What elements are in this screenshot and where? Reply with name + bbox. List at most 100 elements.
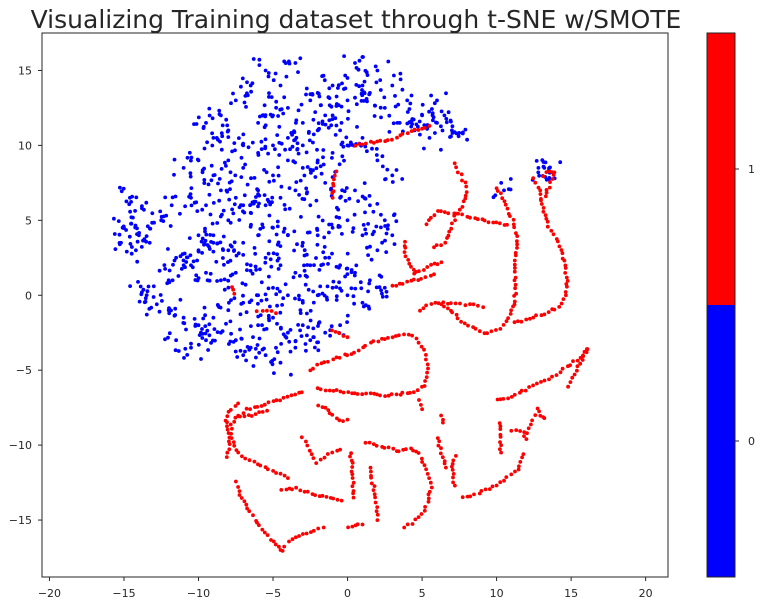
point-class-1 xyxy=(498,447,502,452)
point-class-0 xyxy=(339,194,343,199)
point-class-0 xyxy=(202,305,207,310)
point-class-0 xyxy=(320,119,325,124)
point-class-0 xyxy=(380,154,385,159)
point-class-0 xyxy=(204,121,208,125)
point-class-0 xyxy=(287,206,292,211)
point-class-0 xyxy=(188,253,193,258)
point-class-0 xyxy=(119,189,124,194)
point-class-0 xyxy=(330,285,335,290)
point-class-1 xyxy=(472,492,476,497)
point-class-0 xyxy=(308,98,313,103)
point-class-1 xyxy=(326,408,331,412)
point-class-1 xyxy=(547,185,552,190)
point-class-0 xyxy=(305,311,309,316)
point-class-0 xyxy=(181,315,186,320)
point-class-1 xyxy=(226,409,231,414)
point-class-0 xyxy=(279,325,283,330)
point-class-1 xyxy=(560,251,565,256)
point-class-1 xyxy=(498,397,503,402)
point-class-0 xyxy=(361,304,366,309)
point-class-0 xyxy=(233,98,238,103)
point-class-0 xyxy=(275,303,279,308)
point-class-0 xyxy=(278,289,282,294)
point-class-0 xyxy=(248,210,253,215)
point-class-1 xyxy=(301,532,305,536)
point-class-0 xyxy=(293,61,298,65)
point-class-0 xyxy=(304,150,309,155)
point-class-0 xyxy=(185,353,190,357)
point-class-1 xyxy=(509,308,513,313)
point-class-0 xyxy=(345,98,350,103)
point-class-0 xyxy=(351,294,356,299)
point-class-1 xyxy=(443,240,448,245)
point-class-0 xyxy=(127,202,132,207)
point-class-1 xyxy=(439,243,443,248)
point-class-1 xyxy=(522,434,526,438)
point-class-1 xyxy=(517,464,521,469)
point-class-0 xyxy=(146,284,151,289)
colorbar-tick-label: 0 xyxy=(748,435,755,448)
point-class-0 xyxy=(203,313,208,318)
point-class-0 xyxy=(216,181,220,186)
point-class-1 xyxy=(446,306,450,311)
point-class-1 xyxy=(353,143,358,148)
point-class-1 xyxy=(255,520,259,525)
point-class-0 xyxy=(129,221,133,226)
point-class-1 xyxy=(311,528,316,533)
point-class-0 xyxy=(204,270,208,275)
point-class-0 xyxy=(298,56,303,61)
point-class-0 xyxy=(345,320,349,324)
point-class-0 xyxy=(322,245,327,249)
point-class-0 xyxy=(136,280,140,284)
point-class-1 xyxy=(284,487,289,492)
point-class-0 xyxy=(286,293,290,298)
point-class-1 xyxy=(294,485,298,490)
point-class-0 xyxy=(541,160,546,164)
point-class-0 xyxy=(211,201,216,205)
point-class-0 xyxy=(220,123,225,128)
point-class-1 xyxy=(439,260,444,265)
point-class-0 xyxy=(250,81,255,86)
point-class-1 xyxy=(277,544,281,549)
point-class-1 xyxy=(419,344,424,349)
point-class-1 xyxy=(434,243,439,248)
point-class-0 xyxy=(127,234,132,239)
point-class-0 xyxy=(227,300,231,305)
point-class-0 xyxy=(320,74,324,78)
point-class-0 xyxy=(293,270,298,275)
point-class-0 xyxy=(343,73,348,78)
point-class-0 xyxy=(239,302,244,306)
point-class-0 xyxy=(411,117,416,122)
point-class-0 xyxy=(275,224,280,229)
point-class-1 xyxy=(243,456,248,461)
point-class-1 xyxy=(323,388,328,393)
point-class-0 xyxy=(382,285,387,290)
point-class-0 xyxy=(278,310,283,315)
point-class-1 xyxy=(521,452,526,456)
point-class-0 xyxy=(232,240,237,245)
point-class-0 xyxy=(275,286,280,291)
point-class-1 xyxy=(534,313,538,318)
point-class-0 xyxy=(197,333,202,337)
point-class-1 xyxy=(454,312,459,317)
point-class-0 xyxy=(323,181,328,185)
point-class-1 xyxy=(432,261,437,266)
point-class-1 xyxy=(458,301,462,306)
point-class-0 xyxy=(313,110,318,114)
point-class-0 xyxy=(238,348,243,353)
point-class-1 xyxy=(330,450,335,455)
point-class-0 xyxy=(271,173,275,178)
point-class-0 xyxy=(231,340,236,344)
point-class-0 xyxy=(346,116,350,121)
point-class-1 xyxy=(260,410,265,414)
point-class-0 xyxy=(211,315,216,320)
point-class-1 xyxy=(462,321,467,326)
point-class-0 xyxy=(392,213,396,218)
point-class-0 xyxy=(387,113,392,118)
point-class-0 xyxy=(343,274,347,279)
point-class-0 xyxy=(242,210,247,215)
point-class-0 xyxy=(318,164,323,169)
point-class-0 xyxy=(343,86,348,91)
point-class-0 xyxy=(302,173,307,178)
point-class-0 xyxy=(336,207,341,212)
